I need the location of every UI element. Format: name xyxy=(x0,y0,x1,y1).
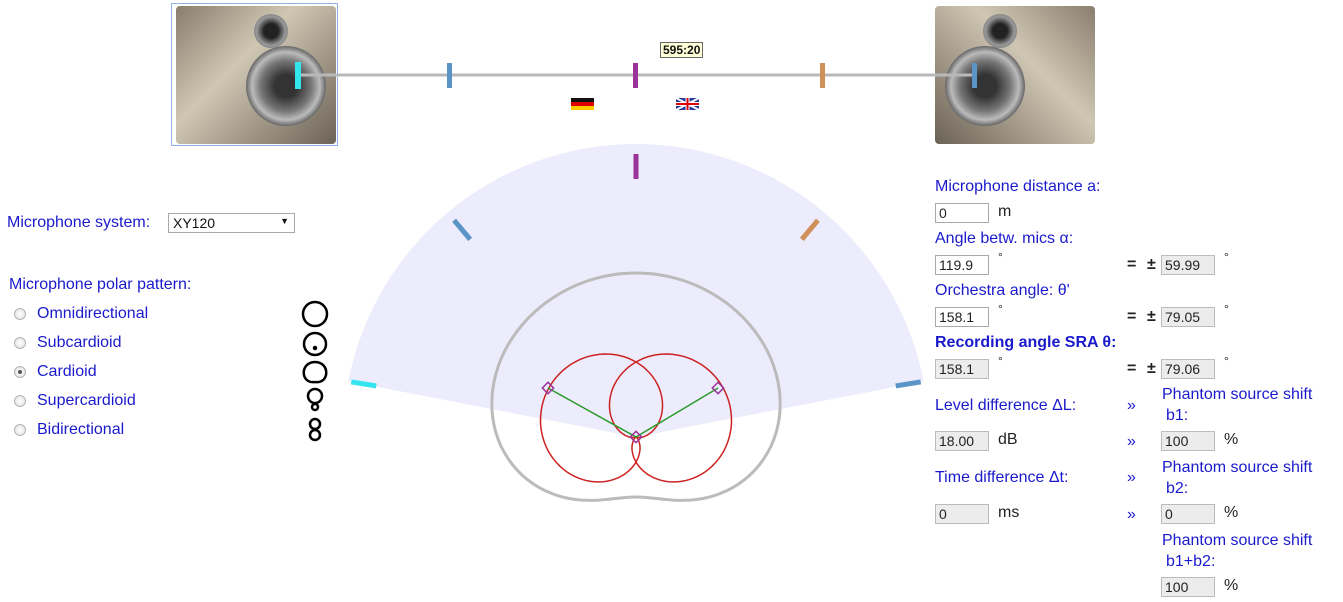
angle-input[interactable] xyxy=(935,255,989,275)
system-label: Microphone system: xyxy=(7,214,151,231)
radio-bidirectional[interactable] xyxy=(14,424,26,436)
recording-angle-fan xyxy=(348,144,924,437)
arrow: » xyxy=(1127,469,1136,486)
pickup-pattern xyxy=(490,271,782,502)
angle-half-output xyxy=(1161,255,1215,275)
system-select-value: XY120 xyxy=(173,215,216,231)
right-marker[interactable] xyxy=(972,63,977,88)
level-unit: dB xyxy=(998,431,1018,448)
left-mid-marker[interactable] xyxy=(447,63,452,88)
angle-pm: ± xyxy=(1147,256,1156,273)
percent-unit: % xyxy=(1224,577,1239,594)
angle-eq: = xyxy=(1127,256,1137,273)
sra-pm: ± xyxy=(1147,360,1156,377)
orchestra-half-output xyxy=(1161,307,1215,327)
system-select[interactable]: XY120 ▼ xyxy=(168,213,295,233)
time-unit: ms xyxy=(998,504,1020,521)
chevron-down-icon: ▼ xyxy=(280,216,289,226)
radio-supercardioid[interactable] xyxy=(14,395,26,407)
sra-half-output xyxy=(1161,359,1215,379)
percent-unit: % xyxy=(1224,504,1239,521)
b1-sublabel: b1: xyxy=(1166,407,1189,424)
omni-icon xyxy=(301,300,329,328)
b12-label: Phantom source shift xyxy=(1162,532,1313,549)
b12-sublabel: b1+b2: xyxy=(1166,553,1216,570)
bidirectional-icon xyxy=(308,417,322,431)
radio-cardioid[interactable] xyxy=(14,366,26,378)
sra-output xyxy=(935,359,989,379)
sra-label: Recording angle SRA θ: xyxy=(935,334,1117,351)
radio-subcardioid[interactable] xyxy=(14,337,26,349)
b12-output xyxy=(1161,577,1215,597)
time-label: Time difference Δt: xyxy=(935,469,1069,486)
arrow: » xyxy=(1127,397,1136,414)
b1-output xyxy=(1161,431,1215,451)
german-flag[interactable] xyxy=(571,98,594,110)
degree-unit: ° xyxy=(998,354,1003,368)
degree-unit: ° xyxy=(1224,302,1229,316)
left-mic-handle[interactable] xyxy=(541,381,555,395)
time-output xyxy=(935,504,989,524)
degree-unit: ° xyxy=(1224,354,1229,368)
sra-eq: = xyxy=(1127,360,1137,377)
pattern-label: Microphone polar pattern: xyxy=(9,276,192,293)
distance-label: Microphone distance a: xyxy=(935,178,1101,195)
center-mic-handle[interactable] xyxy=(629,430,643,444)
pattern-option-label[interactable]: Cardioid xyxy=(37,363,97,380)
radio-omnidirectional[interactable] xyxy=(14,308,26,320)
b2-label: Phantom source shift xyxy=(1162,459,1313,476)
uk-flag[interactable] xyxy=(675,97,700,111)
left-mic-marker[interactable] xyxy=(295,62,301,89)
arrow: » xyxy=(1127,506,1136,523)
pattern-option-label[interactable]: Subcardioid xyxy=(37,334,122,351)
b2-sublabel: b2: xyxy=(1166,480,1189,497)
orchestra-eq: = xyxy=(1127,308,1137,325)
distance-unit: m xyxy=(998,203,1012,220)
right-mid-marker[interactable] xyxy=(820,63,825,88)
b2-output xyxy=(1161,504,1215,524)
angle-unit: ° xyxy=(998,250,1003,264)
right-mic-handle[interactable] xyxy=(711,381,725,395)
left-mid-tick[interactable] xyxy=(452,218,473,241)
degree-unit: ° xyxy=(998,302,1003,316)
orchestra-pm: ± xyxy=(1147,308,1156,325)
supercardioid-icon xyxy=(306,387,324,405)
level-label: Level difference ΔL: xyxy=(935,397,1077,414)
mic-axis-lines xyxy=(547,387,719,438)
arrow: » xyxy=(1127,433,1136,450)
percent-unit: % xyxy=(1224,431,1239,448)
b1-label: Phantom source shift xyxy=(1162,386,1313,403)
position-readout: 595:20 xyxy=(660,42,704,58)
pattern-option-label[interactable]: Omnidirectional xyxy=(37,305,149,322)
cardioid-icon xyxy=(302,360,328,384)
center-marker[interactable] xyxy=(633,63,638,88)
right-edge-tick[interactable] xyxy=(895,379,922,389)
orchestra-label: Orchestra angle: θ' xyxy=(935,282,1070,299)
right-mid-tick[interactable] xyxy=(799,218,820,241)
degree-unit: ° xyxy=(1224,250,1229,264)
subcardioid-icon xyxy=(302,331,328,357)
angle-label: Angle betw. mics α: xyxy=(935,230,1074,247)
pattern-option-label[interactable]: Supercardioid xyxy=(37,392,136,409)
level-output xyxy=(935,431,989,451)
left-edge-tick[interactable] xyxy=(350,379,377,389)
orchestra-input[interactable] xyxy=(935,307,989,327)
distance-input[interactable] xyxy=(935,203,989,223)
pattern-option-label[interactable]: Bidirectional xyxy=(37,421,125,438)
